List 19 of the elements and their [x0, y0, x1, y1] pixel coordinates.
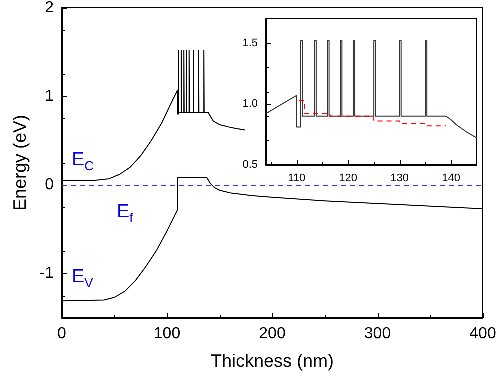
- x-tick-label: 300: [364, 326, 392, 342]
- x-tick-label: 130: [390, 172, 409, 184]
- line-series: [298, 100, 447, 127]
- y-tick-label: 2: [45, 0, 54, 16]
- line-series: [266, 40, 478, 139]
- x-tick-label: 100: [154, 326, 181, 342]
- x-axis-title: Thickness (nm): [210, 351, 334, 371]
- y-tick-label: 1.0: [242, 98, 258, 110]
- y-tick-label: 0.5: [242, 159, 258, 171]
- x-tick-label: 110: [288, 172, 306, 184]
- y-axis-title: Energy (eV): [10, 114, 30, 212]
- y-tick-label: -1: [40, 265, 54, 282]
- x-tick-label: 400: [470, 326, 496, 342]
- x-tick-label: 140: [442, 172, 460, 184]
- y-tick-label: 1.5: [242, 37, 258, 50]
- x-tick-label: 0: [58, 326, 67, 342]
- y-tick-label: 1: [45, 88, 54, 106]
- x-tick-label: 120: [339, 172, 358, 184]
- x-tick-label: 200: [259, 326, 286, 342]
